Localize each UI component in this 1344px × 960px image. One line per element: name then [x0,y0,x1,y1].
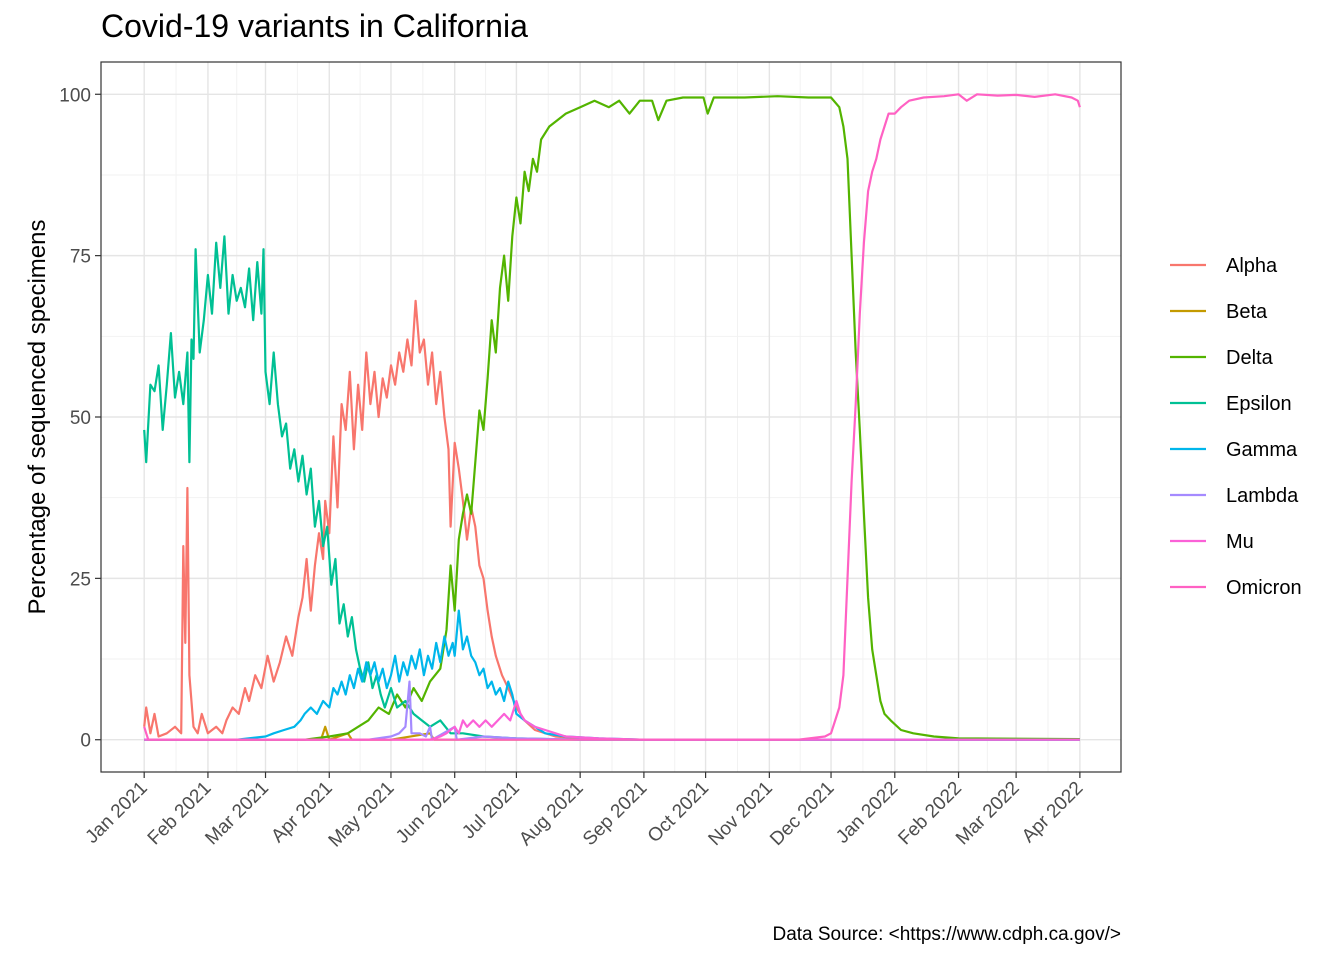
y-tick-label: 75 [70,247,91,268]
x-tick-label: Sep 2021 [579,778,651,850]
x-tick-label: Aug 2021 [515,778,587,850]
y-tick-label: 50 [70,408,91,429]
x-tick-label: Mar 2021 [201,778,273,850]
y-tick-label: 0 [80,731,91,752]
legend-label-omicron: Omicron [1226,577,1302,599]
y-tick-label: 100 [59,85,91,106]
x-tick-label: Nov 2021 [705,778,777,850]
legend-label-gamma: Gamma [1226,439,1298,461]
x-tick-label: Jul 2021 [458,778,524,844]
legend-label-delta: Delta [1226,347,1274,369]
legend-label-beta: Beta [1226,301,1268,323]
x-tick-label: Oct 2021 [644,778,713,847]
x-tick-label: Jun 2021 [392,778,462,848]
series-line-lambda [144,680,1080,741]
x-tick-label: Dec 2021 [766,778,838,850]
series-line-alpha [143,299,1080,741]
series-line-epsilon [143,235,1080,741]
series-line-gamma [144,609,1080,741]
grid-lines [101,62,1121,772]
series-line-mu [144,699,1080,741]
x-tick-label: Jan 2021 [82,778,152,848]
legend-label-lambda: Lambda [1226,485,1299,507]
chart-title: Covid-19 variants in California [101,8,528,44]
x-tick-label: Mar 2022 [952,778,1024,850]
data-source-caption: Data Source: <https://www.cdph.ca.gov/> [772,924,1121,945]
legend-label-alpha: Alpha [1226,255,1278,277]
series-line-delta [144,95,1080,741]
y-tick-label: 25 [70,569,91,590]
legend-label-mu: Mu [1226,531,1254,553]
y-axis-title: Percentage of sequenced specimens [24,220,51,615]
x-tick-label: May 2021 [325,778,399,852]
x-tick-label: Apr 2022 [1018,778,1087,847]
x-tick-label: Jan 2022 [832,778,902,848]
series-line-omicron [143,93,1081,741]
series-lines [143,93,1081,741]
legend-label-epsilon: Epsilon [1226,393,1292,415]
legend: Alpha Beta Delta Epsilon Gamma Lambda Mu Omicro… [1170,255,1302,599]
